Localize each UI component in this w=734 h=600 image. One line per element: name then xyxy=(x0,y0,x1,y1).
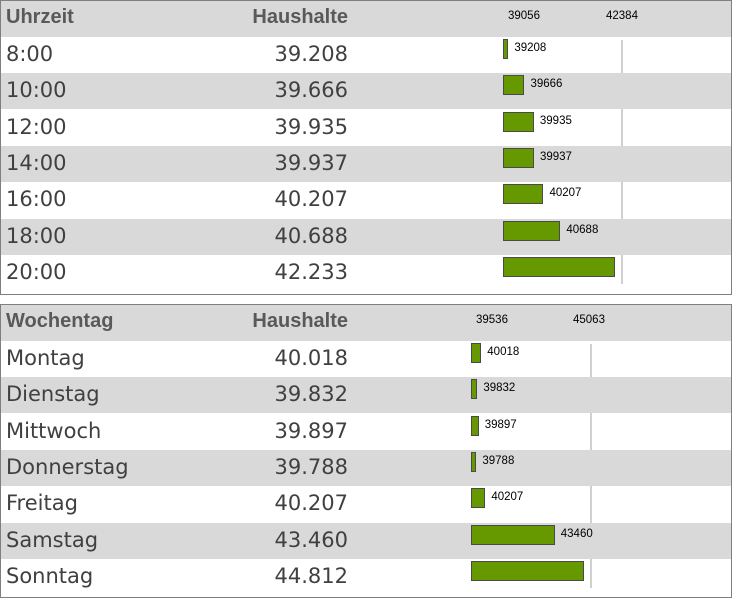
table-row: 14:00 39.937 39937 xyxy=(1,145,731,182)
row-label: 20:00 xyxy=(6,259,67,284)
bar-value-label: 39208 xyxy=(514,42,547,54)
row-value: 43.460 xyxy=(274,527,348,552)
column-header-time: Uhrzeit xyxy=(6,6,74,28)
table-header: Wochentag Haushalte 39536 45063 xyxy=(1,305,731,341)
scale-min-label: 39056 xyxy=(508,10,540,22)
row-label: 14:00 xyxy=(6,150,67,175)
bar-value-label: 39788 xyxy=(482,454,515,467)
row-value: 44.812 xyxy=(274,563,348,588)
row-label: Freitag xyxy=(6,491,78,516)
row-value: 39.788 xyxy=(274,454,348,479)
row-value: 40.207 xyxy=(274,187,348,212)
weekday-table: Wochentag Haushalte 39536 45063 Montag 40… xyxy=(0,304,732,598)
row-label: Dienstag xyxy=(6,382,100,407)
row-value: 39.937 xyxy=(274,150,348,175)
table-row: 12:00 39.935 39935 xyxy=(1,110,731,146)
bar-value-label: 40207 xyxy=(549,187,582,200)
data-bar xyxy=(471,488,486,509)
scale-max-label: 45063 xyxy=(573,314,605,326)
table-row: Freitag 40.207 40207 xyxy=(1,486,731,522)
table-row: Donnerstag 39.788 39788 xyxy=(1,449,731,486)
bar-value-label: 39666 xyxy=(530,78,563,91)
table-row: 18:00 40.688 40688 xyxy=(1,218,731,255)
row-label: Montag xyxy=(6,346,85,370)
table-row: 10:00 39.666 39666 xyxy=(1,73,731,110)
row-value: 42.233 xyxy=(274,259,348,284)
row-value: 40.018 xyxy=(274,346,348,370)
bar-value-label: 40207 xyxy=(491,491,524,504)
data-bar xyxy=(503,39,509,59)
table-row: Mittwoch 39.897 39897 xyxy=(1,414,731,450)
bar-value-label: 43460 xyxy=(560,527,593,540)
row-label: 10:00 xyxy=(6,78,67,103)
table-row: Samstag 43.460 43460 xyxy=(1,522,731,559)
row-label: Mittwoch xyxy=(6,418,102,443)
data-bar xyxy=(503,220,561,241)
row-label: 12:00 xyxy=(6,114,67,139)
row-label: Sonntag xyxy=(6,563,94,588)
bar-value-label: 39935 xyxy=(539,114,572,127)
data-bar xyxy=(471,415,479,436)
data-bar xyxy=(503,111,534,132)
row-value: 39.832 xyxy=(274,382,348,407)
data-bar xyxy=(503,75,525,96)
table-row: Dienstag 39.832 39832 xyxy=(1,377,731,414)
bar-value-label: 39832 xyxy=(483,382,516,395)
table-header: Uhrzeit Haushalte 39056 42384 xyxy=(1,1,731,37)
data-bar xyxy=(471,451,477,472)
scale-max-label: 42384 xyxy=(606,10,638,22)
row-value: 40.207 xyxy=(274,491,348,516)
row-label: Donnerstag xyxy=(6,454,129,479)
table-row: Montag 40.018 40018 xyxy=(1,341,731,377)
column-header-weekday: Wochentag xyxy=(6,310,114,332)
row-value: 40.688 xyxy=(274,223,348,248)
data-bar xyxy=(471,379,478,400)
data-bar xyxy=(503,256,615,277)
row-label: 16:00 xyxy=(6,187,67,212)
row-value: 39.666 xyxy=(274,78,348,103)
scale-min-label: 39536 xyxy=(476,314,508,326)
bar-value-label: 39897 xyxy=(484,418,517,431)
table-row: 8:00 39.208 39208 xyxy=(1,37,731,73)
row-label: 18:00 xyxy=(6,223,67,248)
table-row: 16:00 40.207 40207 xyxy=(1,182,731,218)
bar-value-label: 40018 xyxy=(487,346,520,358)
bar-value-label: 39937 xyxy=(539,150,572,163)
row-value: 39.208 xyxy=(274,42,348,66)
column-header-households: Haushalte xyxy=(252,6,348,28)
table-row: Sonntag 44.812 xyxy=(1,559,731,595)
data-bar xyxy=(471,560,584,581)
table-row: 20:00 42.233 xyxy=(1,255,731,291)
column-header-households: Haushalte xyxy=(252,310,348,332)
row-value: 39.897 xyxy=(274,418,348,443)
data-bar xyxy=(471,343,482,363)
data-bar xyxy=(471,524,555,545)
bar-value-label: 40688 xyxy=(566,223,599,236)
row-label: Samstag xyxy=(6,527,99,552)
data-bar xyxy=(503,147,534,168)
row-label: 8:00 xyxy=(6,42,54,66)
row-value: 39.935 xyxy=(274,114,348,139)
data-bar xyxy=(503,184,544,205)
hourly-table: Uhrzeit Haushalte 39056 42384 8:00 39.208… xyxy=(0,0,732,295)
